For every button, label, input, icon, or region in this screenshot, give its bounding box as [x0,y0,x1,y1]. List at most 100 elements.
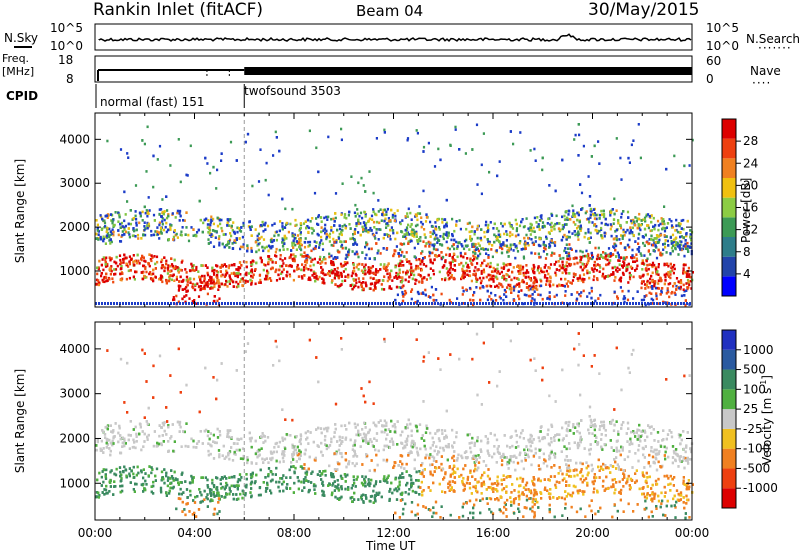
power-scatter-cell [494,268,497,271]
power-scatter-cell [404,215,407,218]
power-scatter-cell [408,261,411,265]
power-scatter-cell [298,245,301,249]
power-scatter-cell [291,207,294,211]
power-scatter-cell [410,266,413,269]
power-scatter-cell [427,240,430,244]
power-scatter-cell [274,250,277,254]
power-scatter-cell [229,218,232,221]
power-scatter-cell [544,247,547,251]
power-scatter-cell [354,272,357,276]
power-scatter-cell [164,266,167,270]
power-scatter-cell [682,272,685,275]
power-scatter-cell [661,287,664,290]
power-scatter-cell [292,253,295,256]
power-scatter-cell [598,162,601,165]
power-scatter-cell [577,211,580,214]
power-scatter-cell [292,246,295,249]
power-scatter-cell [159,274,163,277]
power-scatter-cell [372,233,375,237]
power-scatter-cell [295,223,298,227]
power-scatter-cell [555,293,558,297]
power-scatter-cell [627,156,630,160]
power-scatter-cell [553,252,556,255]
power-scatter-cell [518,285,521,288]
power-scatter-cell [678,240,682,243]
power-scatter-cell [325,237,328,241]
power-scatter-cell [425,216,429,219]
power-scatter-cell [448,261,451,264]
power-scatter-cell [408,275,411,279]
power-scatter-cell [292,241,295,245]
power-scatter-cell [340,233,343,237]
power-scatter-cell [378,221,381,225]
power-scatter-cell [496,267,499,271]
power-scatter-cell [410,239,413,243]
power-scatter-cell [267,262,270,266]
power-scatter-cell [454,259,457,262]
power-scatter-cell [104,258,107,262]
power-scatter-cell [670,246,674,250]
power-scatter-cell [386,222,389,225]
power-scatter-cell [518,224,522,228]
power-scatter-cell [369,276,372,280]
power-scatter-cell [633,220,636,224]
power-scatter-cell [391,229,395,232]
power-scatter-cell [689,237,693,240]
power-scatter-cell [510,286,513,290]
power-scatter-cell [298,241,301,244]
power-scatter-cell [502,298,505,302]
power-scatter-cell [491,244,494,247]
power-scatter-cell [320,235,323,239]
power-scatter-cell [568,235,571,239]
power-scatter-cell [482,268,485,272]
power-scatter-cell [509,283,512,287]
power-scatter-cell [180,233,183,237]
power-scatter-cell [109,272,112,276]
power-scatter-cell [174,216,177,219]
power-scatter-cell [347,273,350,277]
power-scatter-cell [228,282,231,285]
power-scatter-cell [445,253,448,257]
power-scatter-cell [333,256,337,259]
power-scatter-cell [602,209,605,213]
power-scatter-cell [402,235,405,238]
power-scatter-cell [351,250,354,253]
power-scatter-cell [662,226,665,230]
power-scatter-cell [178,212,181,215]
power-scatter-cell [354,241,357,245]
power-scatter-cell [643,216,647,220]
power-scatter-cell [444,260,447,264]
power-scatter-cell [337,276,340,280]
power-scatter-cell [466,265,469,269]
power-scatter-cell [646,263,649,267]
power-scatter-cell [161,264,164,267]
power-scatter-cell [372,208,375,211]
power-scatter-cell [398,255,401,258]
power-scatter-cell [442,265,445,269]
power-scatter-cell [101,258,104,261]
power-scatter-cell [325,215,328,219]
power-scatter-cell [103,221,107,225]
power-scatter-cell [585,254,588,258]
power-scatter-cell [210,276,213,279]
power-scatter-cell [401,260,404,263]
power-scatter-cell [520,280,524,283]
power-scatter-cell [294,224,297,227]
power-scatter-cell [611,266,614,270]
power-scatter-cell [485,284,488,288]
power-scatter-cell [543,276,546,279]
power-scatter-cell [102,277,106,280]
power-scatter-cell [586,261,589,265]
power-scatter-cell [367,247,371,251]
power-scatter-cell [667,274,670,277]
power-scatter-cell [344,267,347,271]
power-scatter-cell [573,230,576,233]
power-scatter-cell [417,292,420,296]
power-scatter-cell [284,235,287,239]
power-scatter-cell [249,228,252,231]
power-scatter-cell [413,233,416,236]
power-scatter-cell [211,269,214,273]
power-scatter-cell [647,267,650,271]
power-scatter-cell [545,235,548,239]
power-scatter-cell [500,270,503,274]
